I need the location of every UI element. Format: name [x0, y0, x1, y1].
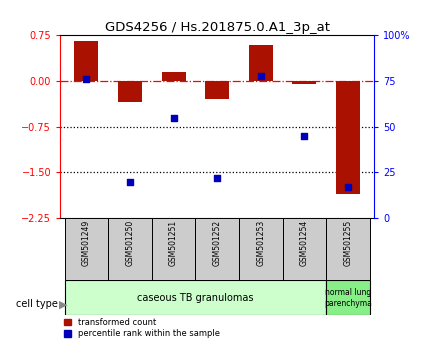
Text: GSM501255: GSM501255	[344, 220, 353, 266]
Legend: transformed count, percentile rank within the sample: transformed count, percentile rank withi…	[64, 318, 220, 338]
Bar	[162, 72, 185, 81]
Point	[170, 115, 177, 120]
Text: caseous TB granulomas: caseous TB granulomas	[137, 293, 254, 303]
Bar	[74, 41, 98, 81]
Point	[344, 184, 351, 190]
Bar	[118, 81, 142, 102]
Point	[214, 175, 221, 181]
Bar	[283, 218, 326, 280]
Bar	[249, 45, 273, 81]
Bar	[64, 218, 108, 280]
Text: GSM501254: GSM501254	[300, 220, 309, 266]
Point	[126, 179, 133, 184]
Bar	[108, 218, 152, 280]
Bar	[239, 218, 283, 280]
Text: GSM501250: GSM501250	[126, 220, 135, 266]
Text: GSM501249: GSM501249	[82, 220, 91, 266]
Bar	[292, 81, 316, 84]
Point	[83, 76, 90, 82]
Bar	[336, 81, 360, 194]
Title: GDS4256 / Hs.201875.0.A1_3p_at: GDS4256 / Hs.201875.0.A1_3p_at	[104, 21, 330, 34]
Bar	[152, 218, 195, 280]
Text: cell type: cell type	[16, 299, 58, 309]
Bar	[326, 280, 370, 315]
Text: normal lung
parenchyma: normal lung parenchyma	[324, 288, 372, 308]
Point	[257, 73, 264, 79]
Text: GSM501253: GSM501253	[256, 220, 265, 266]
Bar	[195, 218, 239, 280]
Point	[301, 133, 308, 139]
Text: ▶: ▶	[58, 299, 67, 309]
Bar	[326, 218, 370, 280]
Text: GSM501251: GSM501251	[169, 220, 178, 266]
Bar	[205, 81, 229, 99]
Bar	[64, 280, 326, 315]
Text: GSM501252: GSM501252	[213, 220, 221, 266]
